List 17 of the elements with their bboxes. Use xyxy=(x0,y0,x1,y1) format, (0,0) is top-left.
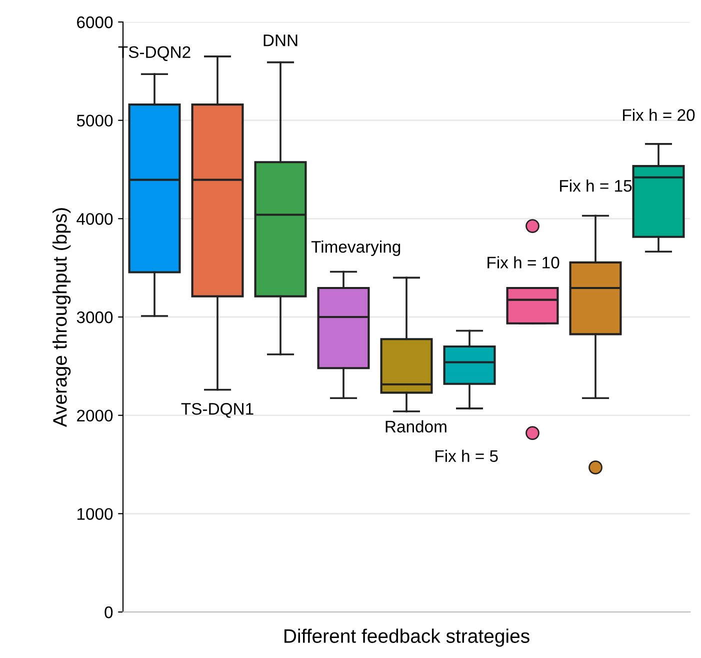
y-axis-title: Average throughput (bps) xyxy=(52,208,71,428)
x-axis-title: Different feedback strategies xyxy=(284,628,530,647)
y-tick-label: 0 xyxy=(104,606,113,618)
x-tick-label: Fix h = 20 xyxy=(623,108,695,121)
x-tick-label: Timevarying xyxy=(311,240,400,256)
y-tick-label: 6000 xyxy=(77,16,113,28)
x-tick-label: Fix h = 15 xyxy=(560,180,632,192)
y-tick-label: 3000 xyxy=(76,311,113,324)
x-tick-label: Fix h = 10 xyxy=(488,256,560,268)
y-tick-label: 1000 xyxy=(77,508,113,520)
x-tick-label: Random xyxy=(386,420,446,432)
x-tick-label: TS-DQN1 xyxy=(181,402,254,418)
y-tick-label: 5000 xyxy=(76,114,113,127)
x-tick-label: DNN xyxy=(264,34,298,46)
x-tick-label: Fix h = 5 xyxy=(436,450,498,462)
y-tick-label: 4000 xyxy=(76,213,113,225)
y-tick-label: 2000 xyxy=(77,410,113,422)
